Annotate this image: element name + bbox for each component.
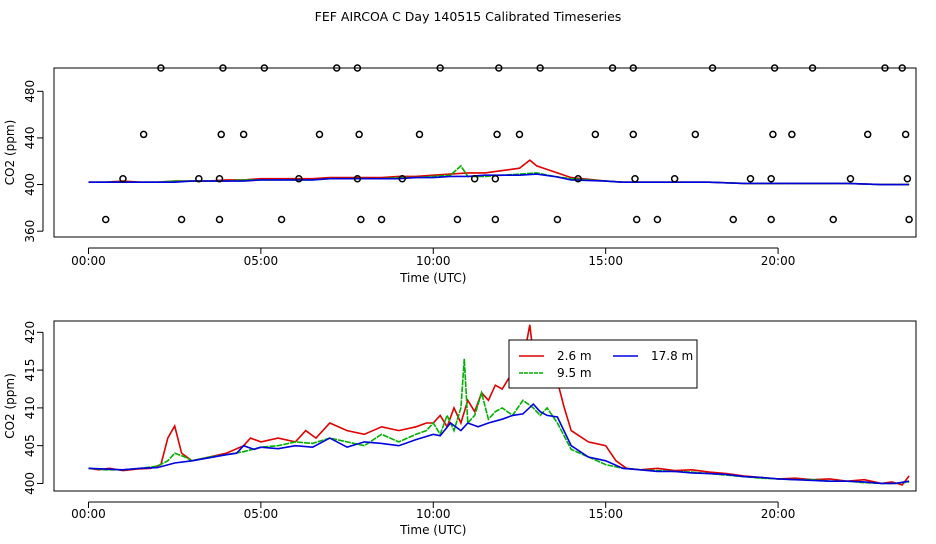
series-line-1 xyxy=(88,324,910,486)
data-point xyxy=(536,64,544,72)
data-point xyxy=(295,174,303,183)
data-point xyxy=(767,215,775,224)
data-point xyxy=(215,174,224,183)
data-point xyxy=(453,215,462,224)
data-point xyxy=(515,130,524,139)
x-tick-label: 00:00 xyxy=(71,254,106,268)
data-point xyxy=(629,130,638,139)
data-point xyxy=(553,215,562,224)
x-tick-label: 00:00 xyxy=(71,507,106,521)
data-point xyxy=(377,215,386,224)
y-axis-label: CO2 (ppm) xyxy=(3,120,17,186)
data-point xyxy=(139,130,148,139)
legend-label: 9.5 m xyxy=(557,366,592,380)
data-point xyxy=(770,64,779,72)
data-point xyxy=(769,130,777,139)
data-point xyxy=(195,174,203,183)
data-point xyxy=(415,130,424,139)
y-tick-label: 360 xyxy=(23,220,37,243)
data-point xyxy=(670,174,679,183)
data-point xyxy=(332,64,341,72)
data-point xyxy=(905,215,913,224)
x-tick-label: 15:00 xyxy=(588,507,623,521)
data-point xyxy=(574,174,582,183)
x-tick-label: 20:00 xyxy=(761,507,796,521)
x-tick-label: 15:00 xyxy=(588,254,623,268)
data-point xyxy=(898,64,906,72)
data-point xyxy=(788,130,796,139)
data-point xyxy=(493,130,501,139)
series-line-2 xyxy=(88,358,910,485)
y-tick-label: 480 xyxy=(23,80,37,103)
y-tick-label: 440 xyxy=(23,126,37,149)
legend-box xyxy=(508,339,698,389)
x-tick-label: 20:00 xyxy=(761,254,796,268)
data-point xyxy=(239,130,248,139)
y-tick-label: 415 xyxy=(23,359,37,382)
data-point xyxy=(353,174,362,183)
legend-label: 17.8 m xyxy=(651,349,693,363)
data-point xyxy=(217,130,225,139)
data-point xyxy=(708,64,717,72)
figure-title: FEF AIRCOA C Day 140515 Calibrated Times… xyxy=(314,9,622,24)
y-tick-label: 400 xyxy=(23,472,37,495)
data-point xyxy=(219,64,227,72)
x-axis-label: Time (UTC) xyxy=(399,271,466,285)
data-point xyxy=(398,174,406,183)
data-point xyxy=(629,64,638,72)
y-tick-label: 400 xyxy=(23,173,37,196)
x-tick-label: 10:00 xyxy=(416,507,451,521)
data-point xyxy=(631,174,639,183)
y-tick-label: 410 xyxy=(23,396,37,419)
data-point xyxy=(901,130,910,139)
plot-area xyxy=(88,159,910,186)
data-point xyxy=(436,64,444,72)
y-tick-label: 420 xyxy=(23,321,37,344)
data-point xyxy=(881,64,889,72)
legend-label: 2.6 m xyxy=(557,349,592,363)
panel-2: 00:00 05:00 10:00 15:00 20:00 Time (UTC) 400 40… xyxy=(3,320,917,537)
x-tick-label: 10:00 xyxy=(416,254,451,268)
panel-1: 00:00 05:00 10:00 15:00 20:00 Time (UTC) 360 40… xyxy=(3,64,917,285)
data-point xyxy=(829,215,837,224)
data-point xyxy=(767,174,775,183)
y-axis-label: CO2 (ppm) xyxy=(3,373,17,439)
data-point xyxy=(470,174,479,183)
data-point xyxy=(355,130,363,139)
data-point xyxy=(495,64,503,72)
data-point xyxy=(260,64,269,72)
data-point xyxy=(808,64,817,72)
data-point xyxy=(608,64,617,72)
plot-area xyxy=(88,324,910,486)
data-point xyxy=(277,215,286,224)
data-point xyxy=(353,64,362,72)
data-point xyxy=(101,215,110,224)
data-point xyxy=(632,215,641,224)
series-line-3 xyxy=(88,402,910,485)
x-tick-label: 05:00 xyxy=(244,507,279,521)
plot-frame xyxy=(53,320,917,492)
data-point xyxy=(863,130,872,139)
data-point xyxy=(177,215,186,224)
y-tick-label: 405 xyxy=(23,434,37,457)
data-point xyxy=(315,130,324,139)
data-point xyxy=(746,174,755,183)
data-point xyxy=(119,174,127,183)
data-point xyxy=(591,130,600,139)
data-point xyxy=(903,174,912,183)
x-axis-label: Time (UTC) xyxy=(399,523,466,537)
plot-frame xyxy=(53,67,917,238)
x-tick-label: 05:00 xyxy=(244,254,279,268)
data-point xyxy=(846,174,855,183)
data-point xyxy=(491,174,500,183)
data-point xyxy=(357,215,365,224)
data-point xyxy=(691,130,700,139)
data-point xyxy=(653,215,662,224)
data-point xyxy=(729,215,738,224)
data-point xyxy=(491,215,500,224)
data-point xyxy=(157,64,165,72)
data-point xyxy=(215,215,224,224)
